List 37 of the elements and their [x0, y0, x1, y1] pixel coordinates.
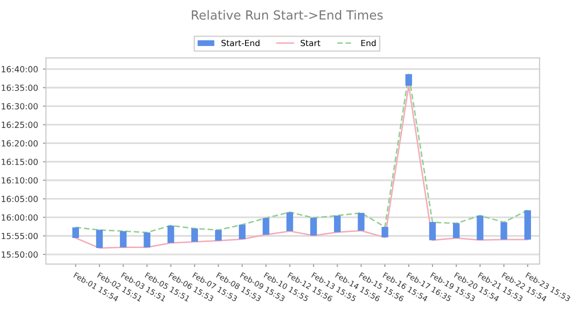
bar: [476, 216, 484, 240]
y-tick-label: 16:20:00: [2, 140, 38, 147]
bar: [524, 210, 531, 240]
bar: [500, 222, 508, 240]
y-tick-label: 16:05:00: [2, 196, 38, 202]
y-tick-label: 16:35:00: [2, 84, 38, 91]
bar: [452, 223, 460, 238]
bar: [262, 218, 270, 235]
y-tick-label: 16:00:00: [2, 214, 38, 221]
bar: [72, 227, 79, 238]
y-tick-label: 15:50:00: [2, 251, 38, 258]
chart-title: Relative Run Start->End Times: [192, 10, 383, 20]
bar: [191, 228, 198, 242]
bar: [96, 230, 103, 248]
bar: [382, 226, 388, 238]
bar: [144, 232, 150, 248]
bar: [286, 212, 294, 232]
line-series: [74, 74, 528, 234]
bar: [334, 216, 341, 232]
legend-label: Start-End: [222, 40, 260, 46]
bar: [310, 218, 317, 236]
y-tick-label: 16:25:00: [2, 122, 38, 128]
y-tick-label: 16:10:00: [2, 177, 38, 184]
y-tick-label: 16:40:00: [2, 66, 38, 72]
line-series: [74, 84, 528, 249]
bar: [215, 230, 222, 241]
legend-label: Start: [300, 40, 320, 46]
bar: [429, 222, 436, 240]
bar: [405, 74, 412, 86]
y-tick-label: 16:15:00: [2, 158, 38, 166]
bar: [238, 224, 246, 240]
bar: [167, 226, 174, 243]
y-tick-label: 16:30:00: [2, 103, 38, 110]
bar: [120, 231, 127, 248]
y-tick-label: 15:55:00: [2, 232, 38, 240]
bar: [358, 212, 364, 231]
legend-label: End: [361, 40, 376, 46]
